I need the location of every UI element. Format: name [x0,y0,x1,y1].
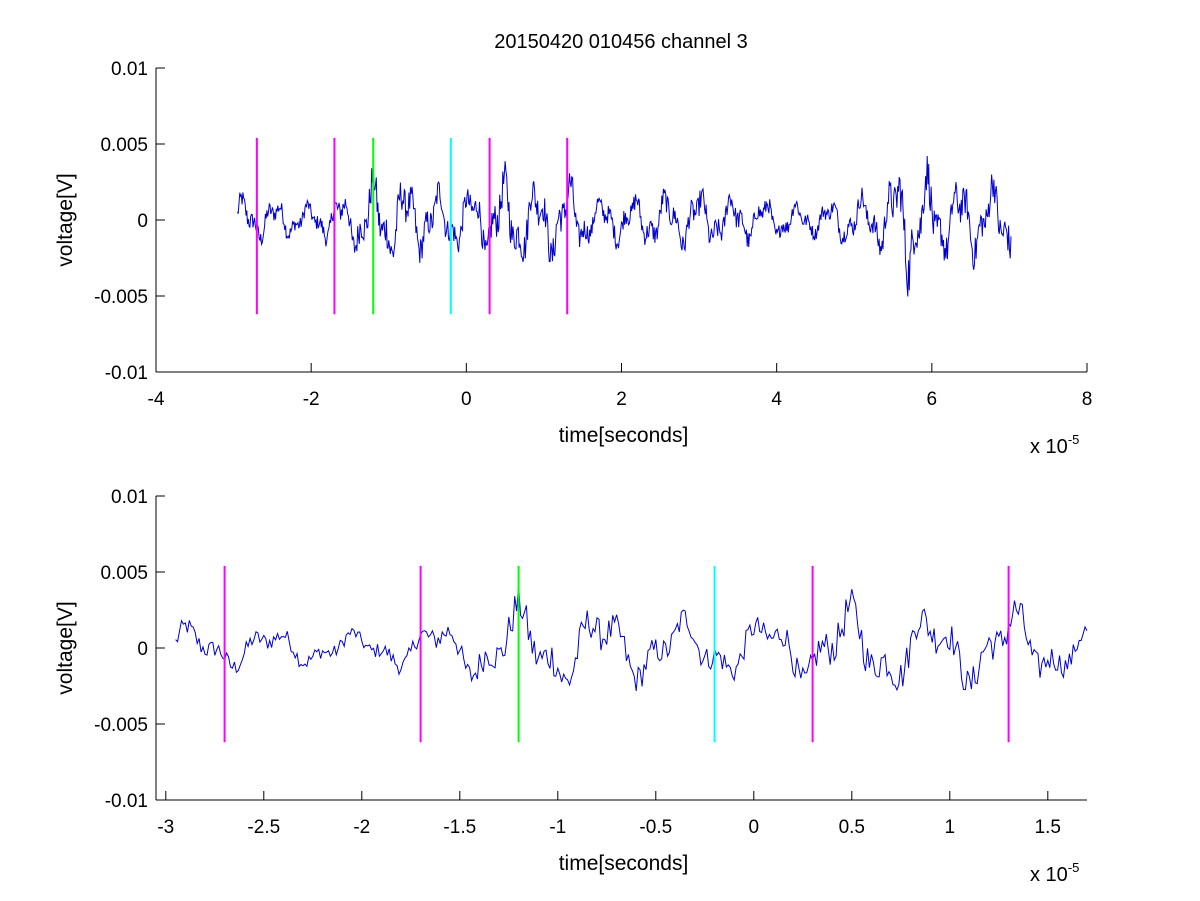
bottom-x-exponent-base: x 10 [1030,864,1068,886]
bottom-xtick-label: -1 [549,817,566,838]
top-ytick-label: -0.01 [105,363,148,384]
top-ylabel: voltage[V] [54,173,77,266]
top-ylabel-text: voltage[V] [54,173,77,266]
bottom-xtick-label: -2 [353,817,370,838]
top-xlabel: time[seconds] [559,424,689,447]
bottom-xtick-label: -0.5 [639,817,672,838]
bottom-xtick-label: 1.5 [1035,817,1061,838]
top-xtick-label: 2 [616,389,627,410]
bottom-x-exponent-value: -5 [1068,860,1080,875]
bottom-plot: voltage[V] time[seconds] x 10-5 0.01 0.00… [54,487,1088,886]
bottom-xtick-label: -2.5 [247,817,280,838]
bottom-xtick-label: 0 [749,817,760,838]
bottom-xtick-label: 0.5 [839,817,865,838]
top-xtick-label: -4 [148,389,165,410]
bottom-ytick-label: 0.005 [100,563,148,584]
top-ytick-label: 0.01 [111,59,148,80]
bottom-xtick-label: -1.5 [443,817,476,838]
top-xtick-label: 6 [927,389,938,410]
top-ytick-label: -0.005 [94,287,148,308]
bottom-xlabel: time[seconds] [559,852,689,875]
bottom-ytick-label: -0.005 [94,715,148,736]
bottom-ytick-label: 0 [137,639,148,660]
bottom-ylabel: voltage[V] [54,601,77,694]
top-xtick-label: 8 [1082,389,1093,410]
bottom-ytick-label: 0.01 [111,487,148,508]
top-x-exponent-value: -5 [1068,432,1080,447]
top-plot: voltage[V] time[seconds] x 10-5 0.01 0.00… [54,59,1092,458]
top-x-exponent-base: x 10 [1030,436,1068,458]
chart-title: 20150420 010456 channel 3 [494,31,748,53]
bottom-x-exponent-label: x 10-5 [1030,860,1079,886]
top-xtick-label: 0 [461,389,472,410]
top-xtick-label: 4 [771,389,782,410]
top-x-exponent-label: x 10-5 [1030,432,1079,458]
bottom-xtick-label: -3 [157,817,174,838]
bottom-ylabel-text: voltage[V] [54,601,77,694]
bottom-signal-line [175,585,1088,692]
bottom-ytick-label: -0.01 [105,791,148,812]
top-ytick-label: 0.005 [100,135,148,156]
top-xtick-label: -2 [303,389,320,410]
top-ytick-label: 0 [137,211,148,232]
top-signal-line [237,155,1012,297]
bottom-xtick-label: 1 [945,817,956,838]
